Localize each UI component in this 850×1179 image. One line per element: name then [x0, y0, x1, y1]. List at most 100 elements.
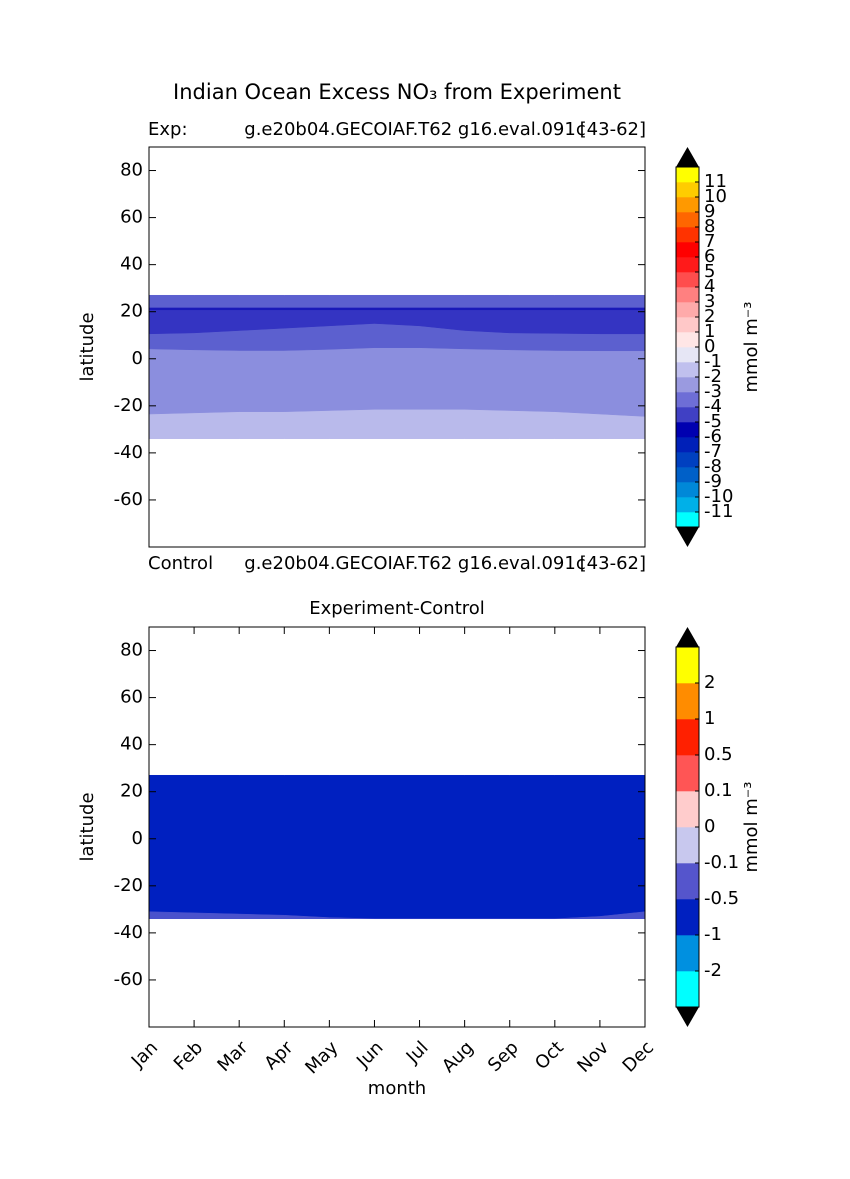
colorbar-tick-label: 7 [704, 231, 715, 252]
colorbar-swatch [676, 287, 699, 303]
panel-title: Experiment-Control [309, 598, 485, 619]
plot-frame [148, 146, 646, 548]
y-tick-label: 20 [120, 781, 143, 802]
y-tick-label: 40 [120, 734, 143, 755]
colorbar-extend [676, 527, 699, 547]
colorbar-tick-label: -1 [704, 924, 722, 945]
colorbar-tick-label: -6 [704, 426, 722, 447]
plot-frame [148, 626, 646, 1028]
colorbar-tick-label: -8 [704, 456, 722, 477]
colorbar-extend [676, 147, 699, 167]
colorbar-swatch [676, 407, 699, 423]
x-tick-label: Mar [213, 1037, 252, 1076]
colorbar-swatch [676, 377, 699, 393]
colorbar-tick-label: -9 [704, 471, 722, 492]
colorbar-swatch [676, 422, 699, 438]
y-tick-label: -20 [114, 395, 143, 416]
colorbar-swatch [676, 683, 699, 720]
y-tick-label: -20 [114, 875, 143, 896]
colorbar-swatch [676, 497, 699, 513]
colorbar-swatch [676, 935, 699, 972]
colorbar-swatch [676, 482, 699, 498]
colorbar-label: mmol m⁻³ [741, 781, 762, 872]
colorbar-tick-label: 5 [704, 261, 715, 282]
colorbar-tick-label: -3 [704, 381, 722, 402]
colorbar-swatch [676, 971, 699, 1008]
colorbar-swatch [676, 317, 699, 333]
colorbar-tick-label: -10 [704, 486, 733, 507]
x-tick-label: Apr [260, 1037, 297, 1074]
colorbar-swatch [676, 227, 699, 243]
y-tick-label: -60 [114, 489, 143, 510]
footer: [43-62] [580, 553, 646, 574]
colorbar-swatch [676, 182, 699, 198]
colorbar-tick-label: 11 [704, 171, 727, 192]
y-axis-label: latitude [77, 792, 98, 861]
colorbar-tick-label: 0 [704, 336, 715, 357]
y-tick-label: -40 [114, 442, 143, 463]
y-tick-label: 60 [120, 207, 143, 228]
colorbar-swatch [676, 212, 699, 228]
x-tick-label: Dec [619, 1037, 658, 1076]
colorbar-swatch [676, 272, 699, 288]
colorbar-swatch [676, 512, 699, 528]
colorbar-swatch [676, 257, 699, 273]
x-tick-label: Oct [531, 1037, 568, 1074]
colorbar-tick-label: -2 [704, 960, 722, 981]
colorbar-swatch [676, 863, 699, 900]
x-tick-label: Nov [573, 1037, 613, 1077]
colorbar-tick-label: 10 [704, 186, 727, 207]
x-tick-label: Aug [438, 1037, 478, 1077]
colorbar-tick-label: -11 [704, 501, 733, 522]
colorbar-swatch [676, 347, 699, 363]
y-tick-label: 60 [120, 687, 143, 708]
y-tick-label: 20 [120, 301, 143, 322]
colorbar-tick-label: 2 [704, 306, 715, 327]
y-tick-label: 40 [120, 254, 143, 275]
colorbar-swatch [676, 719, 699, 756]
colorbar-tick-label: -0.5 [704, 888, 739, 909]
y-tick-label: 0 [132, 828, 143, 849]
colorbar-tick-label: 0 [704, 816, 715, 837]
x-tick-label: May [301, 1037, 342, 1078]
subtitle: g.e20b04.GECOIAF.T62 g16.eval.091c [244, 119, 585, 140]
y-tick-label: -60 [114, 969, 143, 990]
contour-band [148, 347, 646, 417]
colorbar-tick-label: 9 [704, 201, 715, 222]
x-tick-label: Sep [484, 1037, 523, 1076]
colorbar-tick-label: -1 [704, 351, 722, 372]
colorbar-swatch [676, 392, 699, 408]
colorbar-swatch [676, 647, 699, 684]
colorbar-tick-label: 0.1 [704, 780, 733, 801]
colorbar-swatch [676, 827, 699, 864]
colorbar-swatch [676, 899, 699, 936]
colorbar-swatch [676, 437, 699, 453]
x-tick-label: Jun [352, 1037, 387, 1072]
colorbar-tick-label: 6 [704, 246, 715, 267]
x-tick-label: Jan [127, 1037, 162, 1072]
colorbar-swatch [676, 452, 699, 468]
subtitle: Exp: [148, 119, 188, 140]
colorbar-tick-label: 2 [704, 672, 715, 693]
figure-title: Indian Ocean Excess NO₃ from Experiment [173, 80, 621, 104]
colorbar-tick-label: 4 [704, 276, 715, 297]
y-tick-label: -40 [114, 922, 143, 943]
colorbar-tick-label: 1 [704, 321, 715, 342]
colorbar-swatch [676, 791, 699, 828]
y-axis-label: latitude [77, 312, 98, 381]
colorbar-swatch [676, 362, 699, 378]
colorbar-swatch [676, 197, 699, 213]
x-axis-label: month [368, 1078, 426, 1099]
footer: g.e20b04.GECOIAF.T62 g16.eval.091c [244, 553, 585, 574]
colorbar-swatch [676, 167, 699, 183]
colorbar-tick-label: -5 [704, 411, 722, 432]
colorbar-swatch [676, 242, 699, 258]
y-tick-label: 80 [120, 640, 143, 661]
contour-band [148, 307, 646, 311]
contour-band [148, 774, 646, 920]
colorbar-tick-label: 3 [704, 291, 715, 312]
colorbar-extend [676, 627, 699, 647]
contour-band [148, 409, 646, 440]
colorbar-tick-label: -2 [704, 366, 722, 387]
